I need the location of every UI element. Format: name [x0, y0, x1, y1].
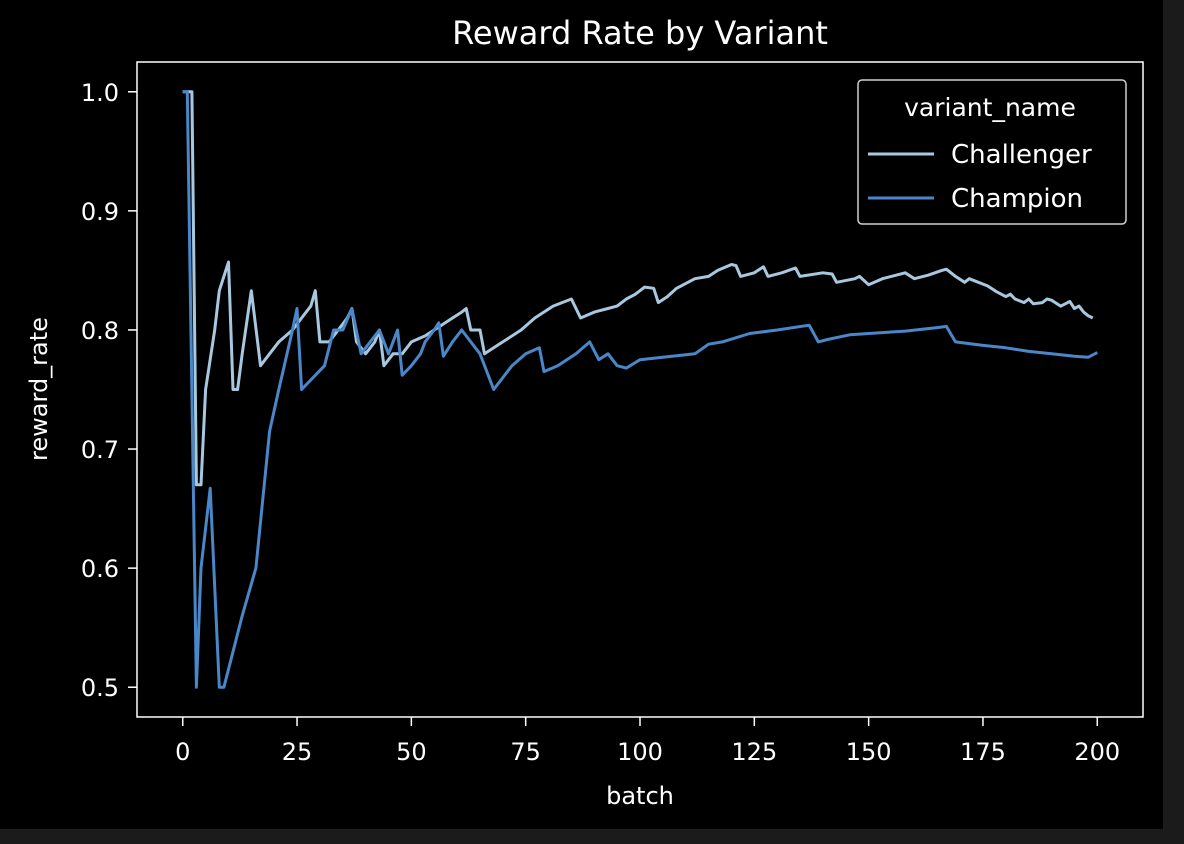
- x-tick-label: 0: [175, 738, 190, 766]
- chart-figure: 0 25 50 75 100 125 150 175 200 0.5 0.6 0.7 0.8 0.9 1.…: [0, 0, 1163, 829]
- legend: variant_name Challenger Champion: [857, 79, 1127, 225]
- y-tick-label: 0.7: [81, 436, 119, 464]
- x-tick-label: 25: [282, 738, 313, 766]
- legend-label-challenger: Challenger: [951, 140, 1092, 170]
- chart-title: Reward Rate by Variant: [452, 14, 828, 52]
- legend-label-champion: Champion: [951, 184, 1083, 214]
- y-axis-ticks: 0.5 0.6 0.7 0.8 0.9 1.0: [81, 79, 137, 702]
- x-tick-label: 150: [846, 738, 892, 766]
- x-tick-label: 175: [960, 738, 1006, 766]
- series-layer: [182, 90, 1098, 689]
- x-tick-label: 125: [731, 738, 777, 766]
- series-line-champion: [182, 90, 1098, 689]
- y-tick-label: 0.8: [81, 317, 119, 345]
- x-tick-label: 200: [1074, 738, 1120, 766]
- x-axis-ticks: 0 25 50 75 100 125 150 175 200: [175, 717, 1120, 766]
- y-axis-label: reward_rate: [25, 317, 53, 461]
- y-tick-label: 0.9: [81, 198, 119, 226]
- y-tick-label: 0.5: [81, 674, 119, 702]
- series-line-challenger: [182, 90, 1094, 487]
- y-tick-label: 0.6: [81, 555, 119, 583]
- x-axis-label: batch: [606, 782, 674, 810]
- line-chart: 0 25 50 75 100 125 150 175 200 0.5 0.6 0.7 0.8 0.9 1.…: [25, 14, 1144, 810]
- legend-box: [857, 79, 1127, 225]
- x-tick-label: 75: [510, 738, 541, 766]
- x-tick-label: 100: [617, 738, 663, 766]
- x-tick-label: 50: [396, 738, 427, 766]
- legend-title: variant_name: [904, 93, 1076, 122]
- y-tick-label: 1.0: [81, 79, 119, 107]
